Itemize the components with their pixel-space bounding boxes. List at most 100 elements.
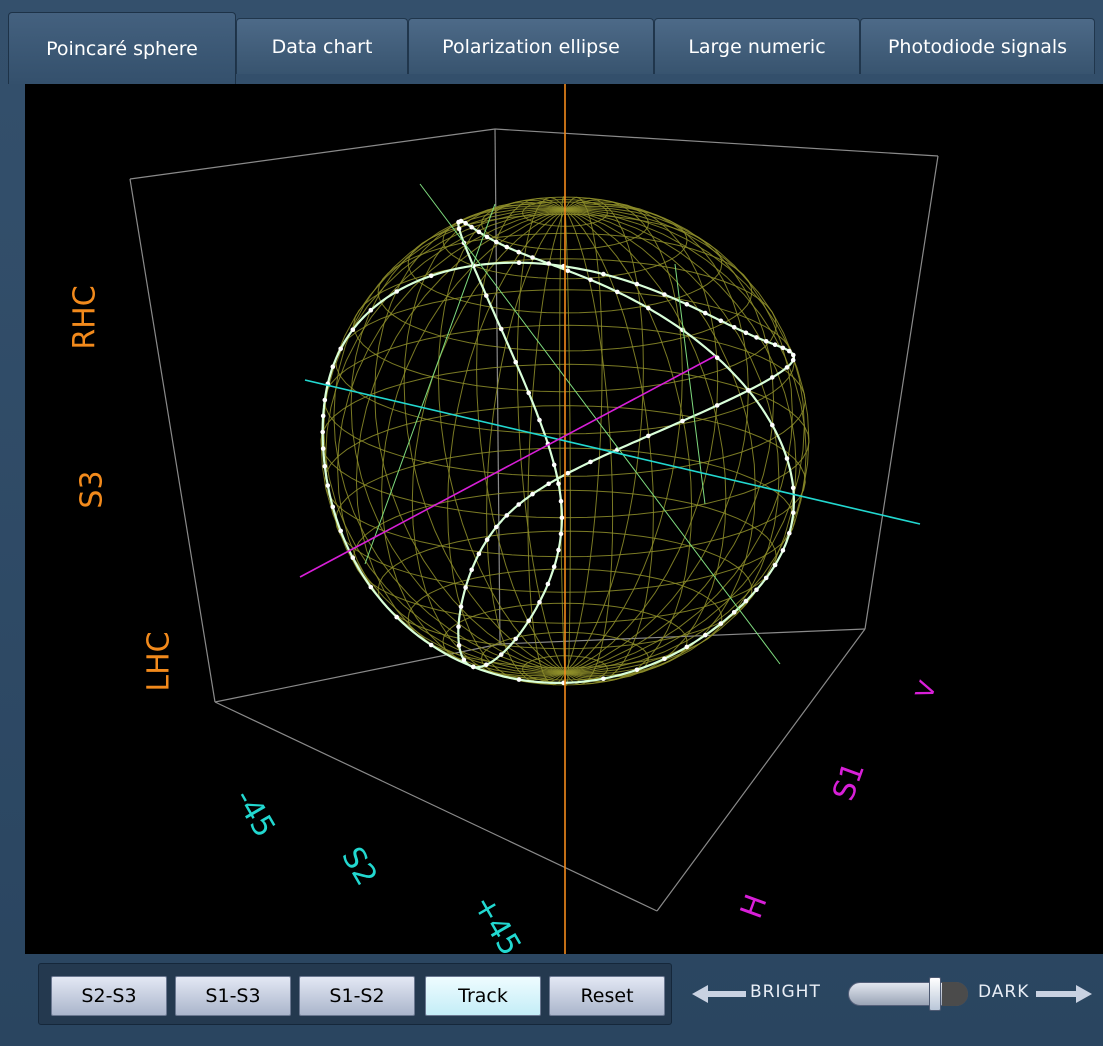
trace-point (368, 307, 374, 313)
trace-point (754, 587, 759, 593)
trace-point (784, 365, 790, 370)
trace-point (330, 364, 336, 370)
trace-point (565, 470, 571, 476)
trace-point (565, 268, 571, 273)
trace-point (714, 355, 720, 361)
trace-point (558, 531, 564, 537)
s1-axis-line (299, 355, 716, 578)
trace-point (731, 325, 737, 330)
trace-point (516, 677, 522, 682)
trace-point (463, 585, 468, 590)
longitude-line (381, 203, 749, 679)
trace-point (537, 417, 542, 423)
longitude-line (320, 208, 810, 674)
trace-point (368, 584, 374, 590)
sphere-canvas[interactable] (25, 84, 1103, 954)
trace-point (791, 510, 796, 515)
box-edge (214, 643, 501, 703)
tab-data-chart[interactable]: Data chart (236, 18, 408, 74)
trace-point (772, 342, 778, 348)
longitude-line (486, 197, 644, 685)
brightness-slider-thumb[interactable] (928, 977, 941, 1011)
longitude-line (355, 205, 775, 677)
trace-point (787, 348, 792, 354)
box-edge (214, 701, 658, 912)
trace-point (513, 636, 518, 642)
trace-point (770, 375, 775, 380)
trace-point (456, 219, 461, 225)
view-s1-s2-button[interactable]: S1-S2 (299, 976, 415, 1016)
trace-point (546, 261, 551, 266)
trace-point (537, 599, 542, 605)
trace-point (770, 422, 775, 428)
brightness-slider[interactable] (848, 977, 968, 1011)
trace-point (680, 418, 685, 424)
trace-point (350, 555, 356, 560)
view-s1-s3-button[interactable]: S1-S3 (175, 976, 291, 1016)
polarization-trace (320, 183, 796, 686)
trace-point (428, 642, 434, 648)
trace-point (516, 260, 522, 265)
trace-point (516, 502, 521, 507)
trace-point (320, 446, 326, 451)
trace-point (714, 403, 720, 408)
stokes-axes (299, 84, 921, 954)
trace-point (476, 551, 482, 557)
trace-point (615, 289, 620, 295)
trace-point (662, 292, 667, 297)
poincare-sphere-plot[interactable]: RHC S3 LHC -45 S2 +45 V S1 H (25, 84, 1103, 954)
trace-point (588, 277, 593, 283)
trace-point (646, 433, 651, 439)
trace-point (684, 302, 690, 307)
longitude-line (350, 206, 780, 676)
trace-point (530, 255, 535, 260)
trace-point (484, 293, 489, 298)
view-button-group: S2-S3 S1-S3 S1-S2 Track Reset (38, 963, 672, 1025)
reset-button[interactable]: Reset (549, 976, 665, 1016)
trace-point (456, 643, 462, 648)
trace-point (516, 249, 521, 255)
trace-point (551, 462, 557, 468)
trace-point (498, 326, 504, 332)
trace-point (322, 397, 328, 403)
trace-point (476, 229, 482, 235)
trace-point (461, 657, 467, 663)
trace-point (469, 567, 475, 573)
trace-point (513, 359, 518, 365)
trace-point (338, 528, 344, 534)
trace-point (684, 644, 690, 650)
tab-large-numeric[interactable]: Large numeric (654, 18, 860, 74)
trace-point (556, 481, 561, 487)
trace-point (322, 463, 328, 469)
view-s2-s3-button[interactable]: S2-S3 (51, 976, 167, 1016)
trace-point (787, 530, 792, 536)
trace-point (394, 614, 400, 620)
trace-point (494, 524, 499, 530)
trace-point (634, 667, 640, 673)
trace-point (718, 318, 724, 324)
trace-point (494, 239, 499, 245)
trace-point (526, 618, 531, 624)
trace-point (556, 547, 561, 553)
trace-point (325, 483, 331, 488)
trace-point (662, 656, 667, 662)
tab-bar: Poincaré sphere Data chart Polarization … (8, 12, 1098, 84)
trace-point (680, 327, 685, 333)
trace-point (772, 562, 778, 568)
trace-point (471, 664, 476, 670)
tab-polarization-ellipse[interactable]: Polarization ellipse (408, 18, 654, 74)
trace-point (703, 632, 708, 638)
tab-photodiode-signals[interactable]: Photodiode signals (860, 18, 1095, 74)
trace-point (558, 498, 564, 504)
tab-poincare-sphere[interactable]: Poincaré sphere (8, 12, 236, 84)
s2-axis-line (304, 379, 921, 525)
bright-label: BRIGHT (750, 982, 821, 1002)
track-button[interactable]: Track (425, 976, 541, 1016)
trace-point (601, 271, 606, 277)
box-edge (129, 178, 216, 703)
trace-point (601, 676, 606, 681)
trace-point (526, 390, 531, 396)
trace-point (746, 388, 751, 393)
trace-point (754, 335, 759, 340)
